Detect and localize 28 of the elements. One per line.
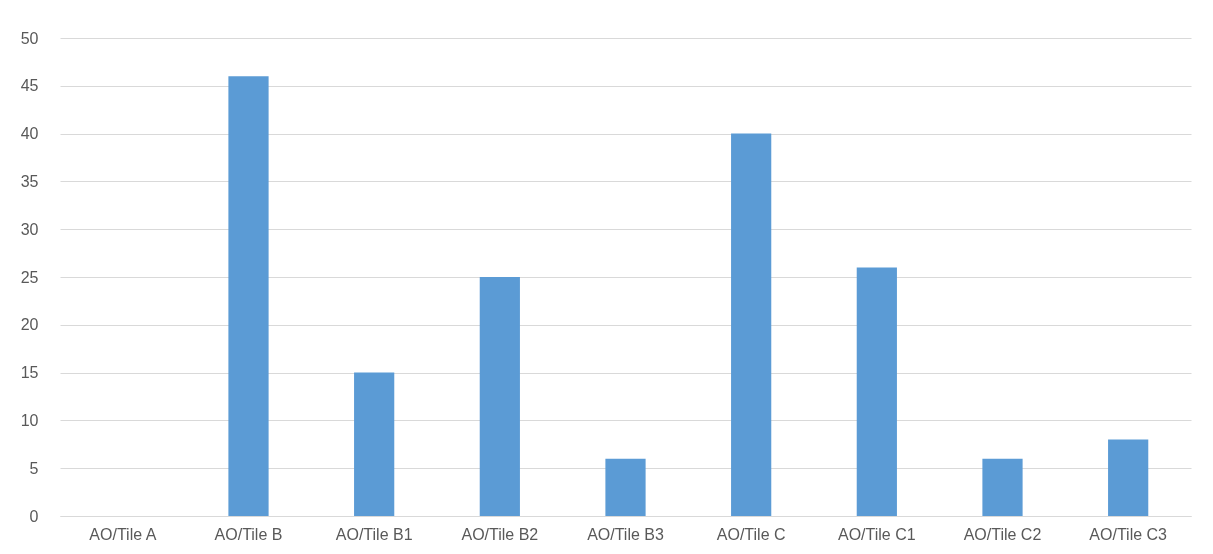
y-tick-label: 30 (20, 220, 39, 238)
x-tick-label: AO/Tile B1 (335, 525, 413, 543)
y-tick-label: 10 (20, 411, 39, 429)
x-tick-label: AO/Tile C1 (838, 525, 916, 543)
bar (856, 267, 897, 516)
bar (982, 458, 1023, 516)
y-tick-label: 50 (20, 29, 39, 47)
bar (605, 458, 646, 516)
bar (354, 372, 395, 516)
bar (731, 133, 772, 516)
bar (479, 277, 520, 516)
x-tick-label: AO/Tile B2 (461, 525, 539, 543)
x-tick-label: AO/Tile C3 (1089, 525, 1168, 543)
x-tick-label: AO/Tile A (89, 525, 157, 543)
y-tick-label: 15 (20, 364, 39, 382)
y-tick-label: 0 (29, 507, 39, 525)
y-tick-label: 35 (20, 172, 39, 190)
y-tick-label: 40 (20, 125, 39, 143)
x-tick-label: AO/Tile B (214, 525, 283, 543)
bar (228, 76, 269, 516)
bar (1108, 439, 1149, 516)
x-tick-label: AO/Tile C2 (963, 525, 1042, 543)
y-tick-label: 5 (29, 459, 39, 477)
y-tick-label: 45 (20, 77, 39, 95)
x-tick-label: AO/Tile C (716, 525, 786, 543)
x-tick-label: AO/Tile B3 (587, 525, 664, 543)
y-tick-label: 20 (20, 316, 39, 334)
y-tick-label: 25 (20, 268, 39, 286)
